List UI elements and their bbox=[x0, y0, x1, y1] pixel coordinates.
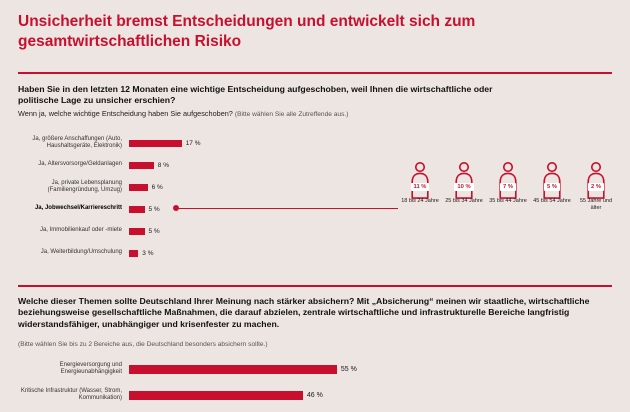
bar-value-label: 17 % bbox=[185, 139, 201, 147]
bar-value-label: 5 % bbox=[148, 205, 160, 213]
bar-category-label: Kritische Infrastruktur (Wasser, Strom, … bbox=[20, 387, 122, 402]
bar-category-label: Ja, private Lebensplanung (Familiengründ… bbox=[47, 179, 122, 194]
bar-row: Kritische Infrastruktur (Wasser, Strom, … bbox=[18, 382, 612, 408]
bar bbox=[129, 139, 182, 147]
bar bbox=[129, 249, 139, 257]
bar-value-label: 5 % bbox=[148, 227, 160, 235]
connector-line bbox=[173, 204, 398, 213]
pictogram-value-label: 11 % bbox=[410, 183, 430, 191]
pictogram-value-label: 5 % bbox=[544, 183, 560, 191]
bar bbox=[129, 227, 145, 235]
bar-row: Ja, Jobwechsel/Karriereschritt 5 % bbox=[18, 198, 398, 220]
question-2: Welche dieser Themen sollte Deutschland … bbox=[18, 296, 590, 329]
age-group-label: 45 bis 54 Jahre bbox=[533, 198, 571, 204]
bar-value-label: 6 % bbox=[151, 183, 163, 191]
bar bbox=[129, 183, 148, 191]
person-icon bbox=[407, 162, 433, 199]
divider-line bbox=[18, 285, 612, 287]
bar-category-label: Ja, Altersvorsorge/Geldanlagen bbox=[38, 161, 122, 168]
bar-category-label: Ja, Jobwechsel/Karriereschritt bbox=[34, 205, 122, 212]
bar bbox=[129, 205, 145, 213]
note-2: (Bitte wählen Sie bis zu 2 Bereiche aus,… bbox=[18, 341, 268, 348]
divider-line bbox=[18, 72, 612, 74]
age-group-column: 11 % 18 bis 24 Jahre bbox=[398, 162, 442, 213]
pictogram-value-label: 2 % bbox=[588, 183, 604, 191]
bar-value-label: 8 % bbox=[157, 161, 169, 169]
bar-row: Ja, Altersvorsorge/Geldanlagen 8 % bbox=[18, 154, 398, 176]
bar-value-label: 55 % bbox=[340, 365, 357, 373]
age-group-pictogram: 11 % 18 bis 24 Jahre 10 % 25 bis 34 Jahre 7 … bbox=[398, 162, 618, 213]
age-group-label: 18 bis 24 Jahre bbox=[401, 198, 439, 204]
age-group-column: 2 % 55 Jahre und älter bbox=[574, 162, 618, 213]
bar-row: Ja, Immobilienkauf oder -miete 5 % bbox=[18, 220, 398, 242]
absicherung-bar-chart: Energieversorgung und Energieunabhängigk… bbox=[18, 356, 612, 412]
question-1: Haben Sie in den letzten 12 Monaten eine… bbox=[18, 84, 493, 106]
decisions-bar-chart: Ja, größere Anschaffungen (Auto, Haushal… bbox=[18, 132, 398, 264]
bar-row: Ja, Weiterbildung/Umschulung 3 % bbox=[18, 242, 398, 264]
bar-row: Ja, größere Anschaffungen (Auto, Haushal… bbox=[18, 132, 398, 154]
bar bbox=[129, 161, 154, 169]
bar bbox=[129, 364, 337, 374]
pictogram-value-label: 10 % bbox=[454, 183, 474, 191]
bar-value-label: 3 % bbox=[142, 249, 154, 257]
bar-row: Verteidigung und äußere Sicherheit39 % bbox=[18, 408, 612, 412]
note-1: (Bitte wählen Sie alle Zutreffende aus.) bbox=[234, 111, 349, 118]
bar-category-label: Ja, größere Anschaffungen (Auto, Haushal… bbox=[32, 135, 122, 150]
age-group-column: 5 % 45 bis 54 Jahre bbox=[530, 162, 574, 213]
bar bbox=[129, 390, 303, 400]
bar-category-label: Ja, Weiterbildung/Umschulung bbox=[40, 249, 122, 256]
person-icon bbox=[539, 162, 565, 199]
age-group-column: 7 % 35 bis 44 Jahre bbox=[486, 162, 530, 213]
bar-category-label: Ja, Immobilienkauf oder -miete bbox=[39, 227, 122, 234]
bar-row: Energieversorgung und Energieunabhängigk… bbox=[18, 356, 612, 382]
person-icon bbox=[583, 162, 609, 199]
age-group-label: 25 bis 34 Jahre bbox=[445, 198, 483, 204]
person-icon bbox=[451, 162, 477, 199]
age-group-label: 35 bis 44 Jahre bbox=[489, 198, 527, 204]
bar-row: Ja, private Lebensplanung (Familiengründ… bbox=[18, 176, 398, 198]
subquestion-1: Wenn ja, welche wichtige Entscheidung ha… bbox=[18, 109, 233, 118]
bar-category-label: Energieversorgung und Energieunabhängigk… bbox=[59, 361, 122, 376]
bar-value-label: 46 % bbox=[306, 391, 323, 399]
age-group-label: 55 Jahre und älter bbox=[579, 198, 613, 212]
page-title: Unsicherheit bremst Entscheidungen und e… bbox=[18, 13, 476, 51]
age-group-column: 10 % 25 bis 34 Jahre bbox=[442, 162, 486, 213]
pictogram-value-label: 7 % bbox=[500, 183, 516, 191]
subquestion-line: Wenn ja, welche wichtige Entscheidung ha… bbox=[18, 109, 578, 118]
person-icon bbox=[495, 162, 521, 199]
